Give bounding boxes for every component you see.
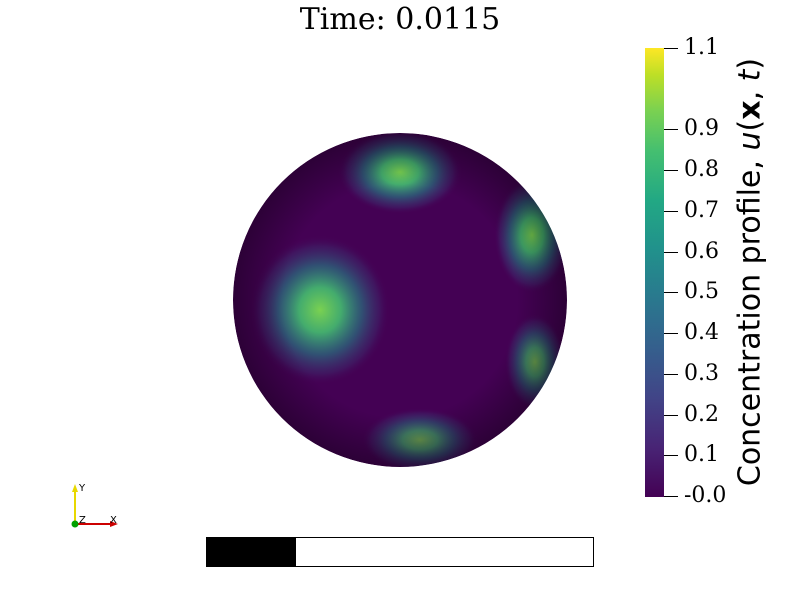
- time-progress-bar: [206, 537, 594, 567]
- colorbar-gradient: [645, 48, 664, 497]
- colorbar-tick: [664, 170, 678, 172]
- y-axis-label: Y: [78, 483, 86, 494]
- y-axis-arrow: [72, 484, 78, 492]
- colorbar-tick: [664, 373, 678, 375]
- colorbar-tick: [664, 129, 678, 131]
- z-axis-label: Z: [79, 515, 86, 526]
- colorbar-title-text: Concentration profile,: [732, 150, 768, 487]
- colorbar-title-var: u: [732, 131, 768, 151]
- time-progress-fill: [207, 538, 296, 566]
- colorbar-title-comma: ,: [732, 81, 768, 101]
- colorbar-title-t: t: [732, 69, 768, 82]
- colorbar-tick-label: 0.1: [684, 442, 719, 468]
- colorbar-tick: [664, 292, 678, 294]
- colorbar-tick-label: 0.8: [684, 157, 719, 183]
- colorbar-tick-label: 0.6: [684, 238, 719, 264]
- colorbar-tick-label: 0.3: [684, 360, 719, 386]
- colorbar-title-paren: (: [732, 119, 768, 132]
- x-axis-arrow: [110, 521, 118, 527]
- colorbar-tick-label: 1.1: [684, 35, 719, 60]
- colorbar-tick-label: -0.0: [684, 483, 727, 508]
- colorbar-tick: [664, 496, 678, 497]
- colorbar-title-x: x: [732, 100, 768, 120]
- time-title: Time: 0.0115: [299, 2, 501, 37]
- colorbar-tick: [664, 251, 678, 253]
- orientation-axes: Y Z X: [71, 483, 118, 528]
- colorbar-tick-label: 0.2: [684, 401, 719, 427]
- colorbar-tick: [664, 333, 678, 335]
- colorbar-tick-label: 0.5: [684, 279, 719, 305]
- z-axis-dot: [71, 520, 79, 528]
- x-axis-label: X: [110, 515, 117, 526]
- colorbar-tick: [664, 210, 678, 212]
- colorbar-tick-label: 0.4: [684, 320, 719, 346]
- colorbar-tick-label: 0.9: [684, 116, 719, 142]
- colorbar-tick: [664, 48, 678, 49]
- colorbar-tick: [664, 414, 678, 416]
- colorbar-title: Concentration profile, u(x, t): [733, 58, 768, 486]
- colorbar-tick: [664, 455, 678, 457]
- colorbar-tick-label: 0.7: [684, 197, 719, 223]
- colorbar-title-close: ): [732, 57, 768, 70]
